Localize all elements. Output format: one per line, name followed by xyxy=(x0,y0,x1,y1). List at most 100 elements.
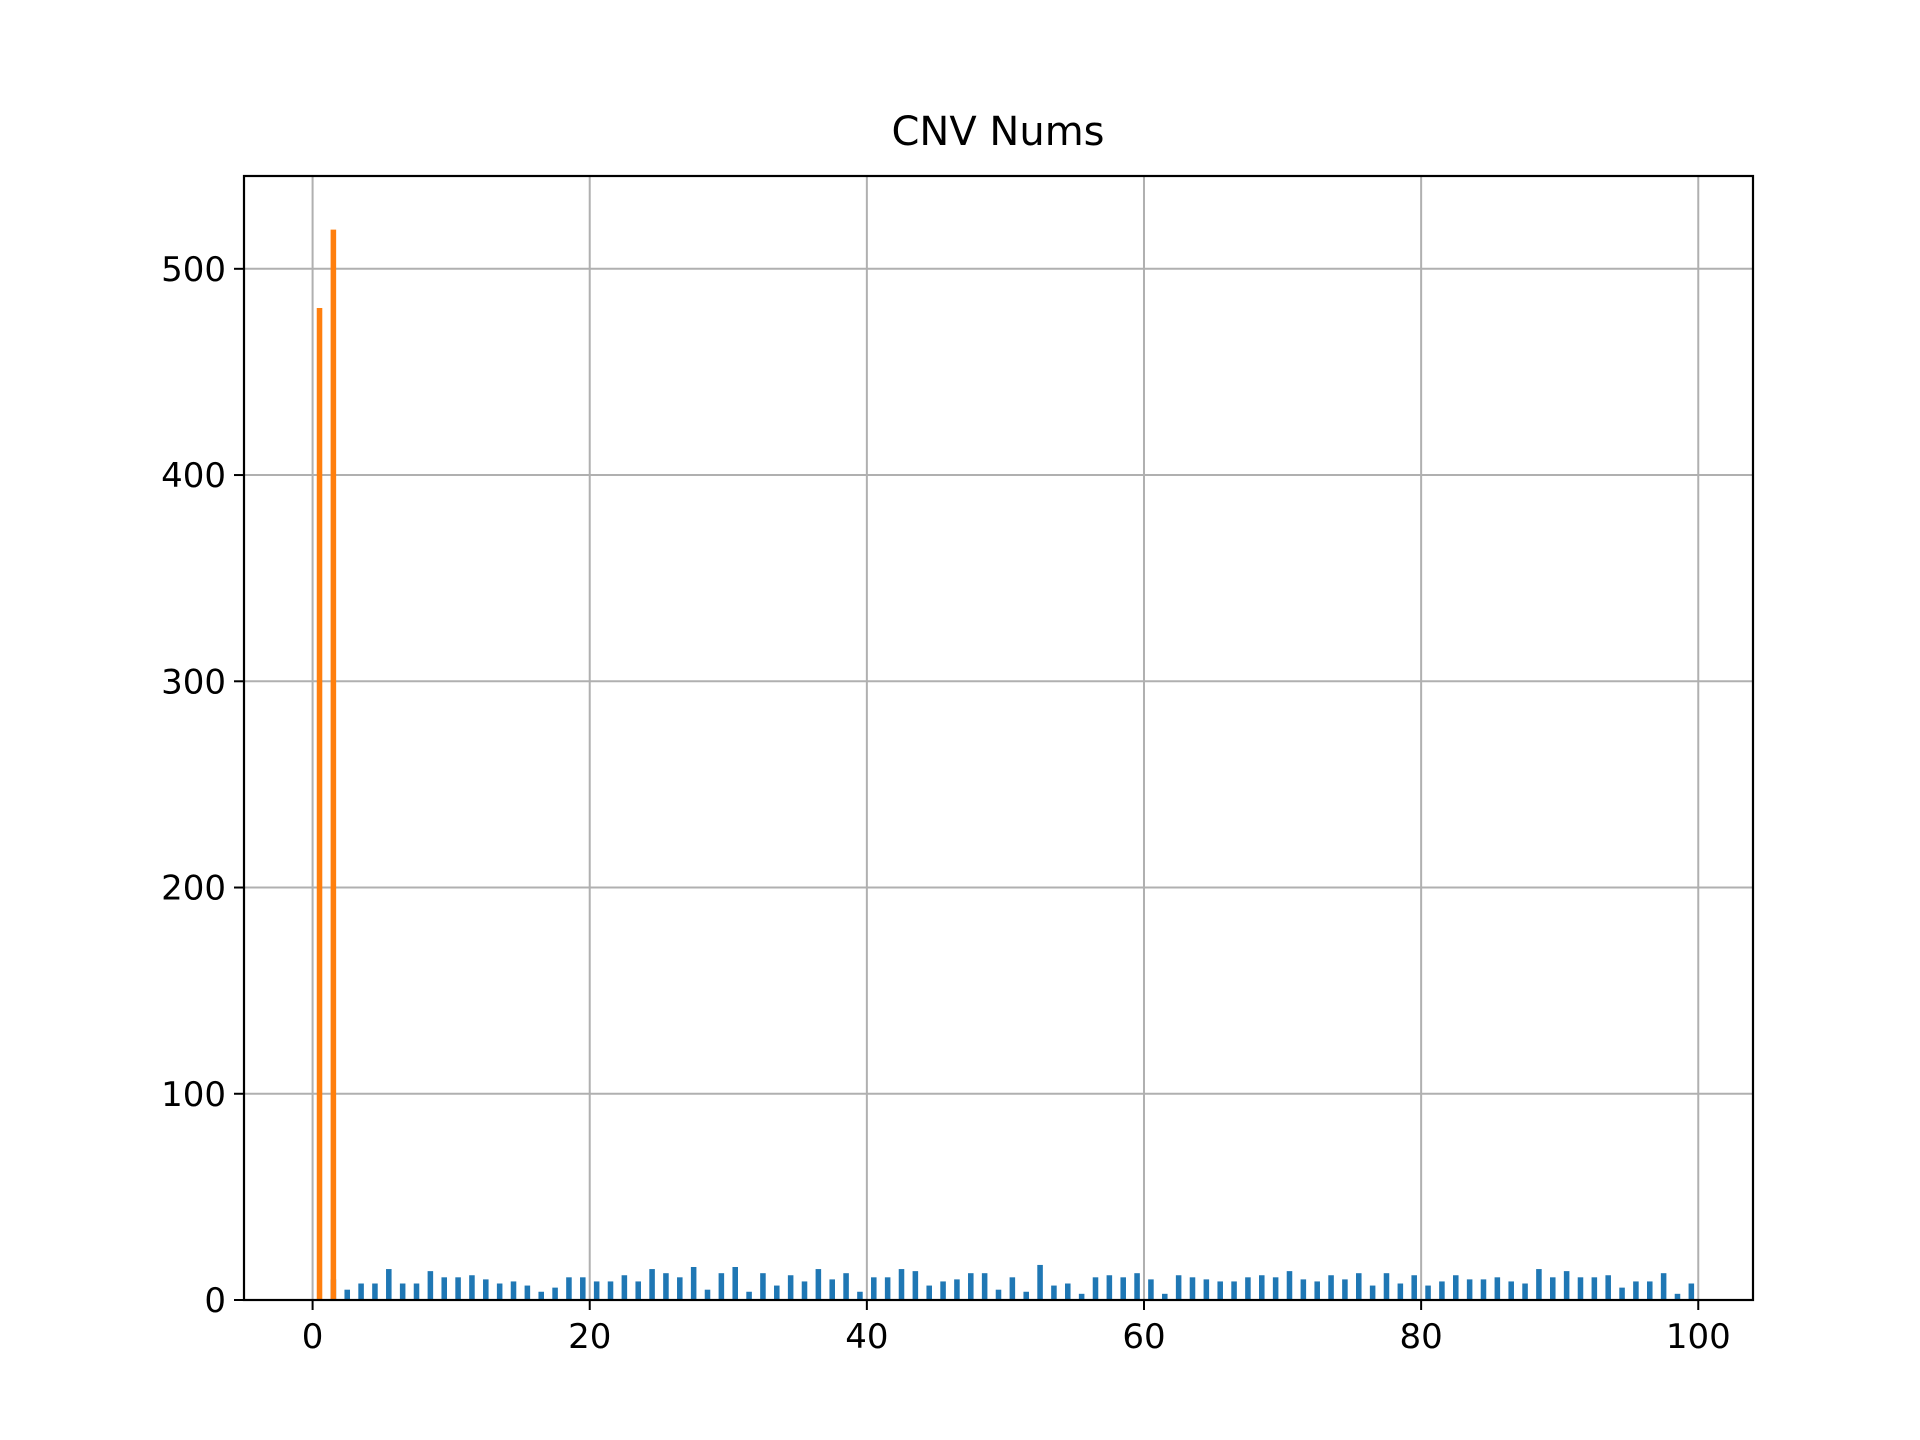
bar-series0-35 xyxy=(815,1269,822,1300)
bar-series0-79 xyxy=(1425,1285,1431,1300)
bar-series0-16 xyxy=(552,1287,558,1300)
bar-series0-9 xyxy=(455,1277,461,1300)
bar-series0-64 xyxy=(1217,1281,1223,1300)
bar-series0-51 xyxy=(1037,1264,1043,1300)
y-tick-label-4: 400 xyxy=(161,456,226,496)
bar-series0-61 xyxy=(1175,1275,1182,1300)
bar-series0-72 xyxy=(1328,1275,1334,1300)
bar-series1-0 xyxy=(316,307,323,1300)
bar-series0-92 xyxy=(1605,1275,1611,1300)
bar-series0-17 xyxy=(566,1277,572,1300)
bar-series0-12 xyxy=(496,1283,503,1300)
bar-series0-70 xyxy=(1300,1279,1307,1300)
y-tick-label-3: 300 xyxy=(161,662,226,702)
bar-series0-49 xyxy=(1009,1277,1016,1300)
bar-series0-23 xyxy=(649,1269,655,1300)
bar-series0-26 xyxy=(690,1267,697,1300)
bar-series0-40 xyxy=(884,1277,891,1300)
bar-series0-38 xyxy=(857,1291,863,1300)
bar-series0-66 xyxy=(1245,1277,1251,1300)
bar-series0-60 xyxy=(1162,1293,1168,1300)
bar-series0-50 xyxy=(1023,1291,1029,1300)
bar-series0-30 xyxy=(746,1291,752,1300)
bar-series0-97 xyxy=(1674,1293,1681,1300)
bar-series0-10 xyxy=(469,1275,475,1300)
x-tick-label-4: 80 xyxy=(1399,1317,1442,1357)
bar-series0-29 xyxy=(732,1267,738,1300)
x-axis: 0 20 40 60 80 100 xyxy=(302,1300,1731,1357)
bar-series0-62 xyxy=(1189,1277,1196,1300)
bar-series0-52 xyxy=(1051,1285,1057,1300)
bar-series0-65 xyxy=(1231,1281,1237,1300)
bar-series0-82 xyxy=(1466,1279,1473,1300)
bar-series0-8 xyxy=(441,1277,448,1300)
bar-series0-69 xyxy=(1286,1271,1293,1300)
x-tick-label-3: 60 xyxy=(1122,1317,1165,1357)
bar-series0-76 xyxy=(1383,1273,1390,1300)
bar-series0-43 xyxy=(926,1285,932,1300)
bar-series0-22 xyxy=(635,1281,641,1300)
bar-series0-21 xyxy=(621,1275,628,1300)
bar-series0-33 xyxy=(787,1275,794,1300)
bar-series0-94 xyxy=(1633,1281,1639,1300)
bar-series0-80 xyxy=(1439,1281,1445,1300)
bar-series0-81 xyxy=(1453,1275,1459,1300)
bar-series0-2 xyxy=(358,1283,364,1300)
bar-series0-28 xyxy=(718,1273,725,1300)
bar-series0-63 xyxy=(1203,1279,1210,1300)
y-tick-label-1: 100 xyxy=(161,1075,226,1115)
bar-series0-45 xyxy=(954,1279,960,1300)
bar-series0-75 xyxy=(1369,1285,1376,1300)
bar-series0-14 xyxy=(524,1285,531,1300)
bar-series0-3 xyxy=(372,1283,378,1300)
x-tick-label-5: 100 xyxy=(1666,1317,1731,1357)
y-tick-label-5: 500 xyxy=(161,250,226,290)
y-tick-label-0: 0 xyxy=(204,1281,226,1321)
x-tick-label-1: 20 xyxy=(568,1317,611,1357)
bar-series0-59 xyxy=(1148,1279,1154,1300)
bar-series0-48 xyxy=(995,1289,1002,1300)
bar-series0-53 xyxy=(1065,1283,1071,1300)
bar-series0-71 xyxy=(1314,1281,1320,1300)
bar-series0-44 xyxy=(940,1281,946,1300)
bar-series0-95 xyxy=(1646,1281,1653,1300)
bar-series0-20 xyxy=(607,1281,614,1300)
bar-series0-55 xyxy=(1092,1277,1099,1300)
bar-series0-31 xyxy=(760,1273,766,1300)
bar-series0-34 xyxy=(801,1281,808,1300)
bar-series0-11 xyxy=(483,1279,489,1300)
bar-series0-73 xyxy=(1342,1279,1348,1300)
bar-series0-57 xyxy=(1120,1277,1126,1300)
y-axis: 0 100 200 300 400 500 xyxy=(161,250,244,1321)
y-tick-label-2: 200 xyxy=(161,869,226,909)
bar-series0-77 xyxy=(1397,1283,1404,1300)
bar-series0-93 xyxy=(1619,1287,1625,1300)
bar-series0-86 xyxy=(1522,1283,1528,1300)
bar-series0-5 xyxy=(399,1283,406,1300)
bar-series0-15 xyxy=(538,1291,544,1300)
bar-series0-83 xyxy=(1480,1279,1487,1300)
bar-series0-36 xyxy=(829,1279,835,1300)
bar-series0-24 xyxy=(663,1273,669,1300)
bar-series0-54 xyxy=(1078,1293,1085,1300)
bar-series0-90 xyxy=(1577,1277,1584,1300)
bar-series0-13 xyxy=(510,1281,517,1300)
bar-series0-67 xyxy=(1259,1275,1265,1300)
bar-series0-42 xyxy=(912,1271,919,1300)
bar-series0-88 xyxy=(1549,1277,1556,1300)
bar-series0-87 xyxy=(1536,1269,1542,1300)
bar-series0-78 xyxy=(1411,1275,1417,1300)
bar-series0-41 xyxy=(898,1269,905,1300)
bar-series0-7 xyxy=(427,1271,434,1300)
bar-series0-84 xyxy=(1494,1277,1501,1300)
bar-series0-96 xyxy=(1660,1273,1667,1300)
bar-series0-56 xyxy=(1106,1275,1113,1300)
bar-series0-58 xyxy=(1134,1273,1140,1300)
bar-series0-1 xyxy=(344,1289,351,1300)
bar-series1-1 xyxy=(330,229,337,1300)
x-tick-label-0: 0 xyxy=(302,1317,324,1357)
bar-series0-18 xyxy=(580,1277,586,1300)
bar-series0-98 xyxy=(1688,1283,1695,1300)
bar-series0-4 xyxy=(386,1269,392,1300)
